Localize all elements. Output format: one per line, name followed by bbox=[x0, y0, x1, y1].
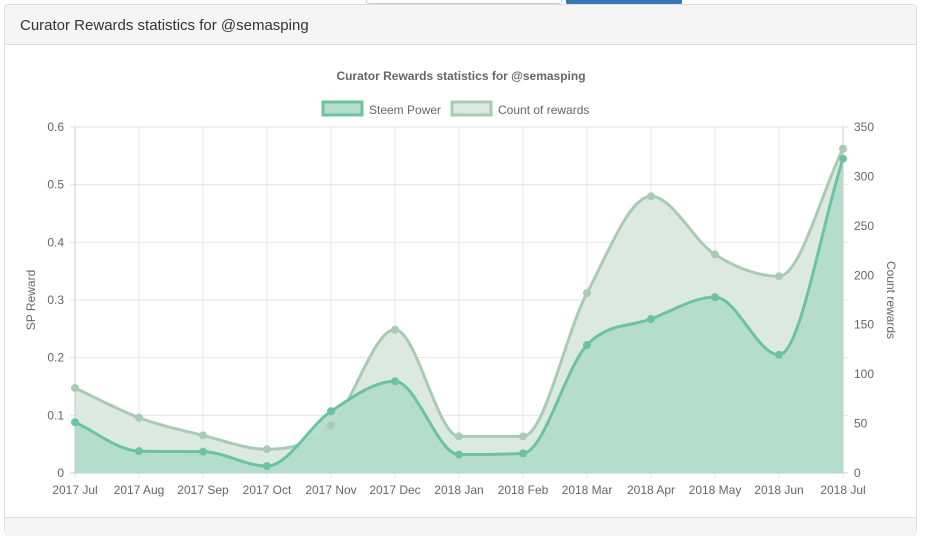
y-left-tick-label: 0.4 bbox=[47, 235, 64, 249]
legend-swatch-count-of-rewards[interactable] bbox=[450, 100, 493, 117]
x-tick-label: 2017 Oct bbox=[243, 483, 292, 497]
data-point-steem-power[interactable] bbox=[711, 293, 719, 302]
data-point-steem-power[interactable] bbox=[71, 418, 79, 427]
x-tick-label: 2018 Mar bbox=[562, 483, 613, 497]
data-point-steem-power[interactable] bbox=[391, 377, 399, 386]
y-right-axis-title: Count rewards bbox=[884, 261, 898, 339]
data-point-count-of-rewards[interactable] bbox=[327, 421, 335, 430]
x-tick-label: 2018 Feb bbox=[498, 483, 549, 497]
data-point-count-of-rewards[interactable] bbox=[519, 432, 527, 441]
x-tick-label: 2018 Jun bbox=[754, 483, 803, 497]
y-right-tick-label: 300 bbox=[854, 169, 874, 183]
data-point-steem-power[interactable] bbox=[839, 154, 847, 163]
data-point-count-of-rewards[interactable] bbox=[391, 325, 399, 334]
x-tick-label: 2017 Aug bbox=[114, 483, 165, 497]
y-right-tick-label: 50 bbox=[854, 417, 868, 431]
data-point-count-of-rewards[interactable] bbox=[711, 250, 719, 259]
y-left-tick-label: 0.1 bbox=[47, 408, 64, 422]
x-tick-label: 2017 Dec bbox=[369, 483, 420, 497]
filter-input[interactable] bbox=[366, 0, 562, 4]
x-tick-label: 2017 Jul bbox=[52, 483, 97, 497]
y-right-tick-label: 250 bbox=[854, 219, 874, 233]
y-right-tick-label: 0 bbox=[854, 466, 861, 480]
area-fill-steem-power bbox=[75, 158, 843, 473]
x-tick-label: 2017 Sep bbox=[177, 483, 229, 497]
y-left-tick-label: 0.6 bbox=[47, 120, 64, 134]
y-left-axis-title: SP Reward bbox=[24, 270, 38, 330]
curator-rewards-chart: 2017 Jul 2017 Aug 2017 Sep 2017 Oct 2017 Nov… bbox=[24, 69, 898, 497]
y-right-tick-label: 200 bbox=[854, 268, 874, 282]
panel-heading: Curator Rewards statistics for @semaspin… bbox=[5, 5, 916, 45]
x-tick-label: 2018 Apr bbox=[627, 483, 675, 497]
y-left-tick-label: 0 bbox=[57, 466, 64, 480]
chart-legend: Steem Power Count of rewards bbox=[321, 100, 589, 117]
y-left-tick-label: 0.2 bbox=[47, 351, 64, 365]
data-point-count-of-rewards[interactable] bbox=[71, 383, 79, 392]
data-point-steem-power[interactable] bbox=[135, 447, 143, 456]
x-tick-label: 2018 May bbox=[689, 483, 742, 497]
legend-label-steem-power[interactable]: Steem Power bbox=[369, 103, 441, 117]
y-right-tick-label: 150 bbox=[854, 318, 874, 332]
data-point-steem-power[interactable] bbox=[775, 350, 783, 359]
chart-axes: 2017 Jul 2017 Aug 2017 Sep 2017 Oct 2017 Nov… bbox=[47, 120, 874, 497]
legend-label-count-of-rewards[interactable]: Count of rewards bbox=[498, 103, 589, 117]
data-point-steem-power[interactable] bbox=[519, 449, 527, 458]
series-line-steem-power bbox=[74, 158, 845, 468]
y-right-tick-label: 100 bbox=[854, 367, 874, 381]
y-right-tick-label: 350 bbox=[854, 120, 874, 134]
data-point-count-of-rewards[interactable] bbox=[839, 144, 847, 153]
data-point-count-of-rewards[interactable] bbox=[647, 192, 655, 201]
data-point-count-of-rewards[interactable] bbox=[135, 413, 143, 422]
data-point-count-of-rewards[interactable] bbox=[199, 431, 207, 440]
chart-title: Curator Rewards statistics for @semaspin… bbox=[336, 69, 585, 83]
data-point-count-of-rewards[interactable] bbox=[583, 289, 591, 298]
y-left-tick-label: 0.3 bbox=[47, 293, 64, 307]
data-point-steem-power[interactable] bbox=[583, 340, 591, 349]
data-point-count-of-rewards[interactable] bbox=[263, 445, 271, 454]
data-point-steem-power[interactable] bbox=[455, 450, 463, 459]
x-tick-label: 2017 Nov bbox=[305, 483, 356, 497]
data-point-count-of-rewards[interactable] bbox=[455, 432, 463, 441]
data-point-steem-power[interactable] bbox=[199, 447, 207, 456]
x-tick-label: 2018 Jul bbox=[820, 483, 865, 497]
y-left-tick-label: 0.5 bbox=[47, 178, 64, 192]
data-point-steem-power[interactable] bbox=[647, 315, 655, 324]
data-point-steem-power[interactable] bbox=[327, 407, 335, 416]
legend-swatch-steem-power[interactable] bbox=[321, 100, 364, 117]
data-point-count-of-rewards[interactable] bbox=[775, 272, 783, 281]
data-point-steem-power[interactable] bbox=[263, 462, 271, 471]
x-tick-label: 2018 Jan bbox=[434, 483, 483, 497]
chart-points bbox=[71, 144, 847, 471]
